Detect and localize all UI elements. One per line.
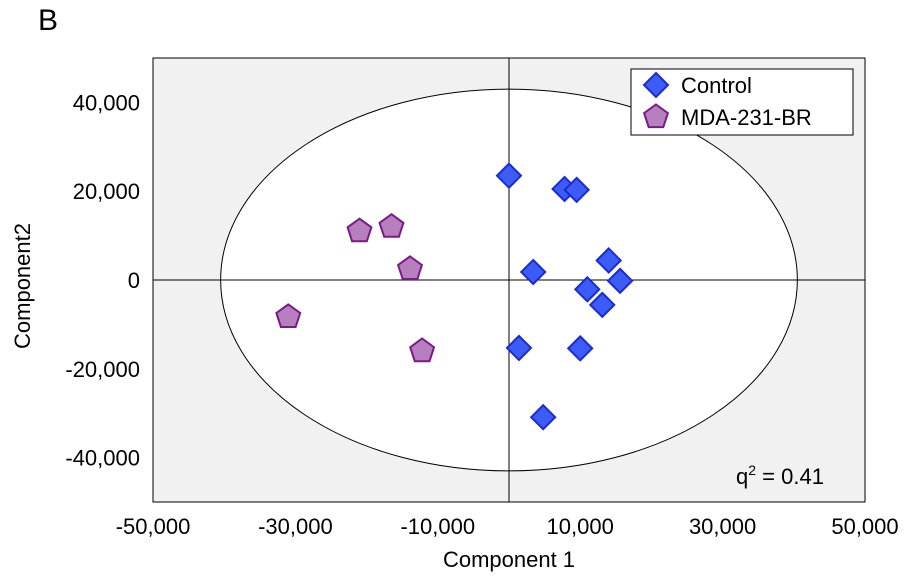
panel-label: B [38,4,59,37]
y-axis-label: Component2 [10,223,35,349]
y-tick-label: 40,000 [73,90,140,115]
x-tick-label: 50,000 [831,514,898,539]
x-tick-label: -10,000 [400,514,475,539]
control-point [573,275,601,303]
control-point [588,291,616,319]
control-point [505,334,533,362]
y-tick-label: 0 [128,268,140,293]
pentagon-icon [642,103,670,129]
mda-point [378,212,405,238]
y-tick-label: -40,000 [65,446,140,471]
axes: -50,000 -30,000 -10,000 10,000 30,000 50,000 4… [10,90,899,572]
mda-point [409,337,436,363]
q2-annotation: q2 = 0.41 [736,462,824,489]
legend-box [630,68,854,136]
legend-label: MDA-231-BR [681,105,812,130]
control-point [566,334,594,362]
legend: Control MDA-231-BR [630,68,854,136]
control-point [495,162,523,190]
x-tick-label: 10,000 [547,514,614,539]
diamond-icon [642,71,670,99]
legend-label: Control [681,73,752,98]
x-tick-label: -30,000 [258,514,333,539]
x-tick-label: -50,000 [116,514,191,539]
control-point [595,247,623,274]
mda-point [275,303,302,328]
mda-point [346,217,373,243]
x-axis-label: Component 1 [443,547,575,572]
control-point [563,176,591,204]
mda-point [396,255,424,280]
data-points [275,162,634,431]
plot-frame [152,57,866,503]
y-tick-label: 20,000 [73,179,140,204]
y-tick-label: -20,000 [65,357,140,382]
x-tick-label: 30,000 [689,514,756,539]
control-point [606,267,634,295]
control-point [529,403,557,431]
annotation: q2 = 0.41 [736,462,824,489]
control-point [519,258,547,286]
